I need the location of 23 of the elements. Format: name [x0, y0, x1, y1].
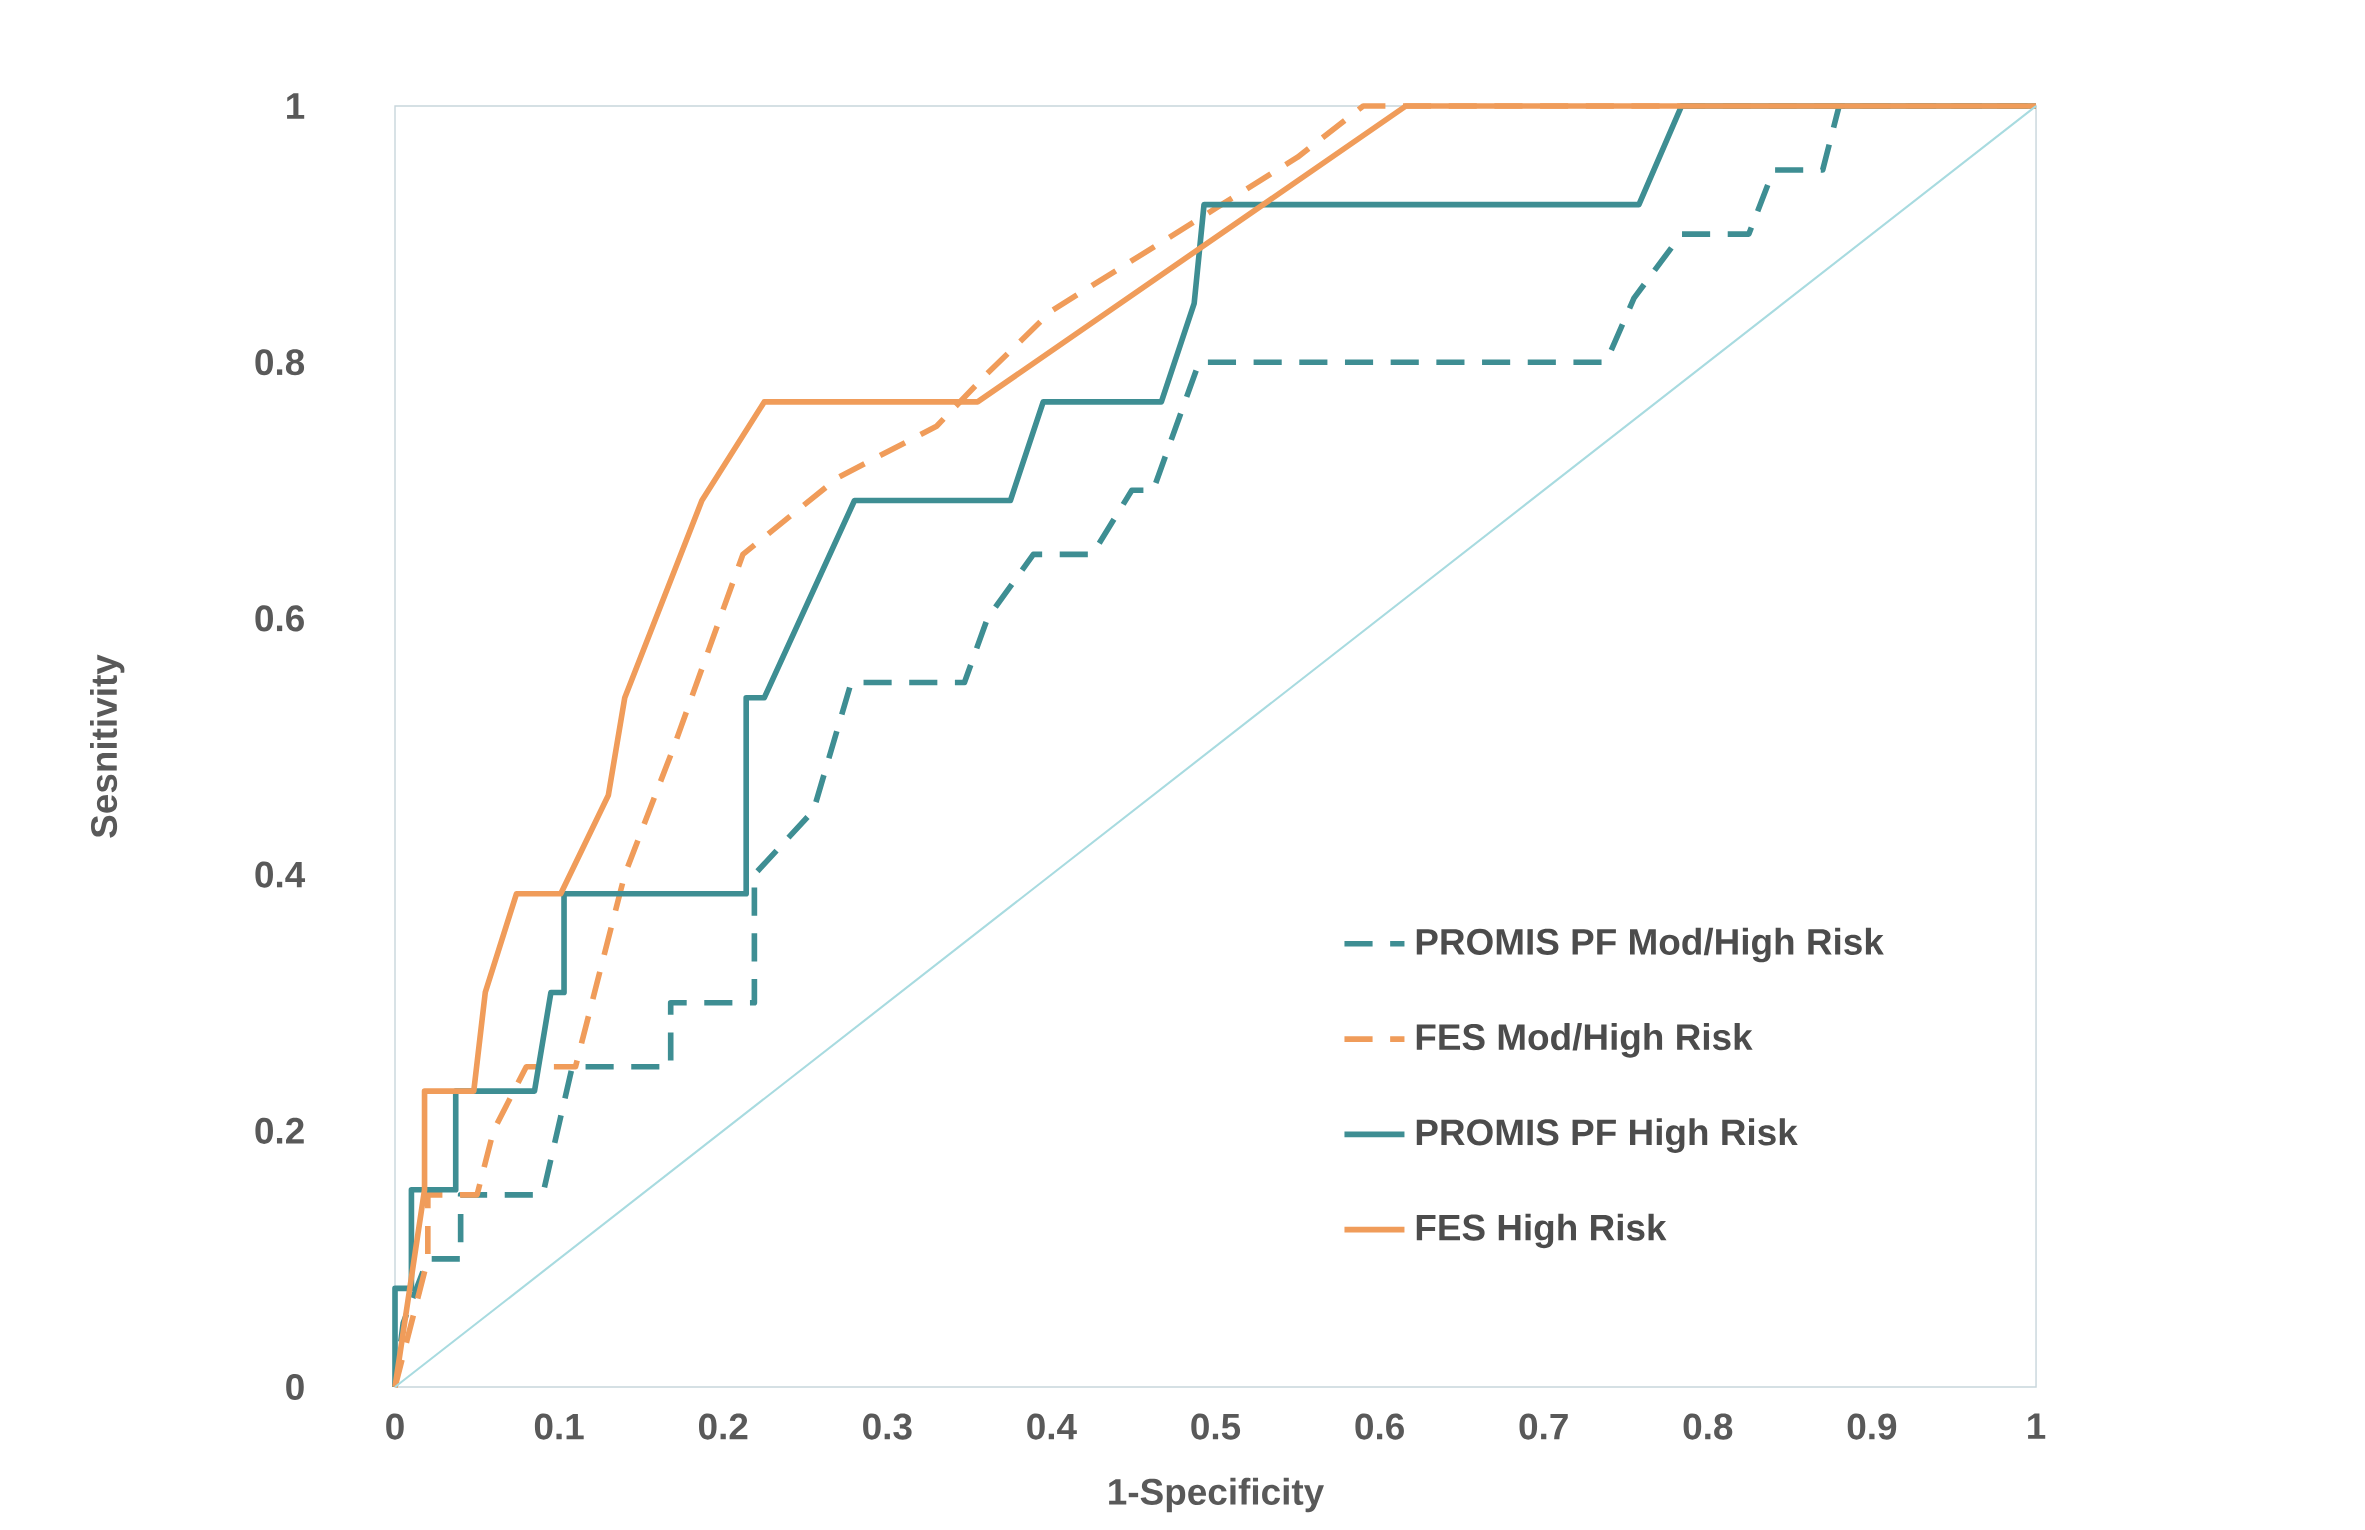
legend-label: FES Mod/High Risk	[1416, 1023, 1753, 1058]
x-tick-label: 0.3	[863, 1413, 912, 1440]
y-tick-label: 0	[286, 1373, 304, 1401]
legend-label: FES High Risk	[1416, 1213, 1667, 1249]
y-tick-label: 1	[287, 93, 305, 119]
x-tick-label: 0.4	[1027, 1413, 1077, 1440]
x-axis-title: 1-Specificity	[1109, 1477, 1324, 1513]
y-axis-title: Sesnitivity	[90, 654, 125, 838]
x-tick-label: 0.9	[1847, 1413, 1897, 1440]
x-tick-label: 1	[2028, 1413, 2046, 1439]
x-tick-label: 0.2	[698, 1413, 748, 1440]
x-tick-label: 0.5	[1191, 1413, 1241, 1440]
x-tick-label: 0.6	[1355, 1413, 1404, 1440]
x-tick-label: 0.1	[534, 1413, 584, 1440]
y-tick-label: 0.8	[255, 349, 305, 376]
x-tick-label: 0	[386, 1413, 404, 1440]
legend-label: PROMIS PF Mod/High Risk	[1416, 927, 1884, 963]
x-tick-label: 0.7	[1519, 1413, 1568, 1440]
legend-label: PROMIS PF High Risk	[1416, 1118, 1798, 1153]
y-tick-label: 0.4	[255, 861, 306, 888]
y-tick-label: 0.6	[255, 605, 304, 632]
x-tick-label: 0.8	[1683, 1413, 1733, 1440]
y-tick-label: 0.2	[255, 1117, 304, 1144]
